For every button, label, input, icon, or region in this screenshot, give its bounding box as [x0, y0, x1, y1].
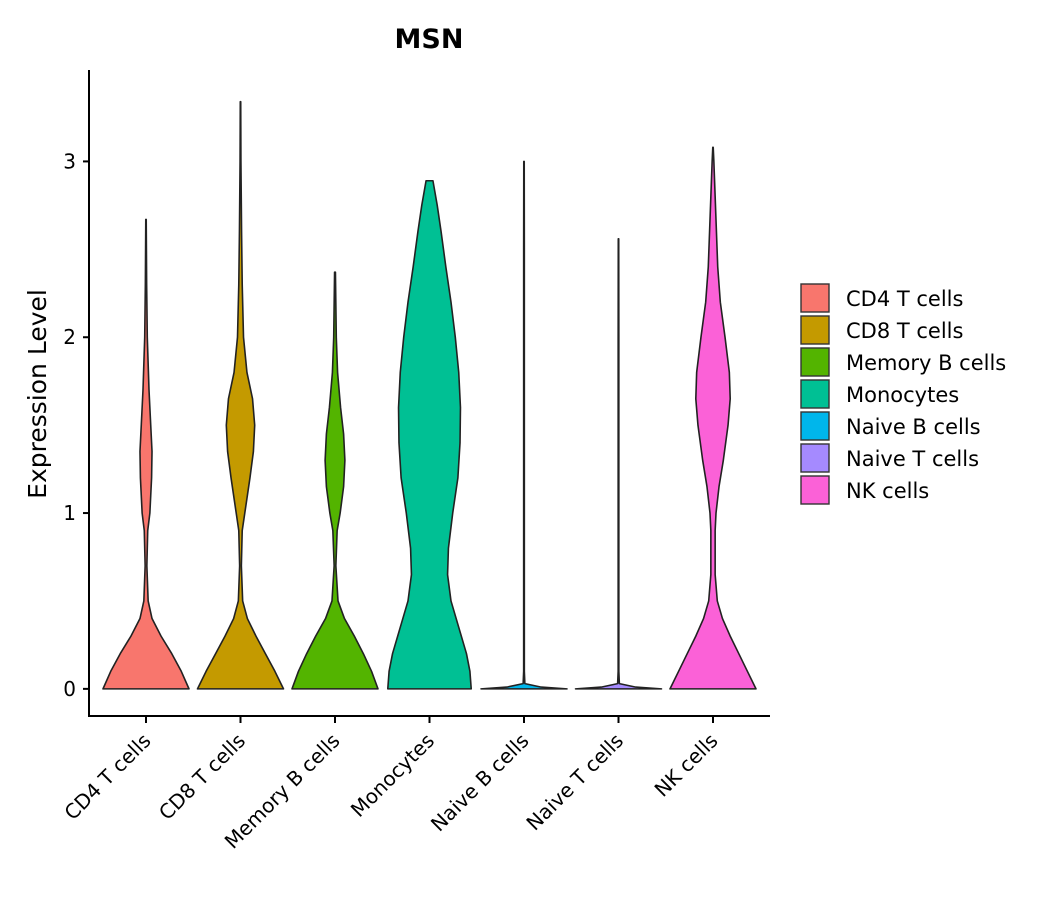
x-tick-label: CD8 T cells — [154, 729, 250, 825]
legend-label: CD4 T cells — [846, 287, 963, 311]
violin-memory-b-cells — [291, 271, 379, 690]
violin-naive-b-cells — [480, 160, 568, 690]
legend-label: Memory B cells — [846, 351, 1006, 375]
y-axis-label: Expression Level — [23, 289, 52, 499]
legend-label: Naive B cells — [846, 415, 981, 439]
legend-label: Monocytes — [846, 383, 959, 407]
legend-swatch — [800, 443, 830, 473]
legend-swatch — [800, 411, 830, 441]
violin-cd4-t-cells — [102, 218, 190, 690]
legend-label: Naive T cells — [846, 447, 979, 471]
y-tick-label: 2 — [63, 325, 76, 349]
violin-naive-t-cells — [574, 237, 663, 690]
legend-swatch — [800, 347, 830, 377]
y-tick-label: 0 — [63, 677, 76, 701]
violin-nk-cells — [669, 146, 757, 690]
x-tick-label: CD4 T cells — [59, 729, 155, 825]
x-tick-label: Naive T cells — [521, 729, 628, 836]
chart-title: MSN — [395, 24, 464, 55]
legend-swatch — [800, 475, 830, 505]
x-tick-label: Naive B cells — [426, 729, 534, 837]
violin-monocytes — [386, 179, 473, 690]
y-tick-label: 1 — [63, 501, 76, 525]
legend-swatch — [800, 283, 830, 313]
y-tick-label: 3 — [63, 149, 76, 173]
x-tick-label: Monocytes — [346, 729, 439, 822]
x-tick-label: NK cells — [650, 729, 723, 802]
legend-label: CD8 T cells — [846, 319, 963, 343]
legend-label: NK cells — [846, 479, 929, 503]
violin-cd8-t-cells — [196, 100, 285, 690]
legend-swatch — [800, 379, 830, 409]
legend-swatch — [800, 315, 830, 345]
